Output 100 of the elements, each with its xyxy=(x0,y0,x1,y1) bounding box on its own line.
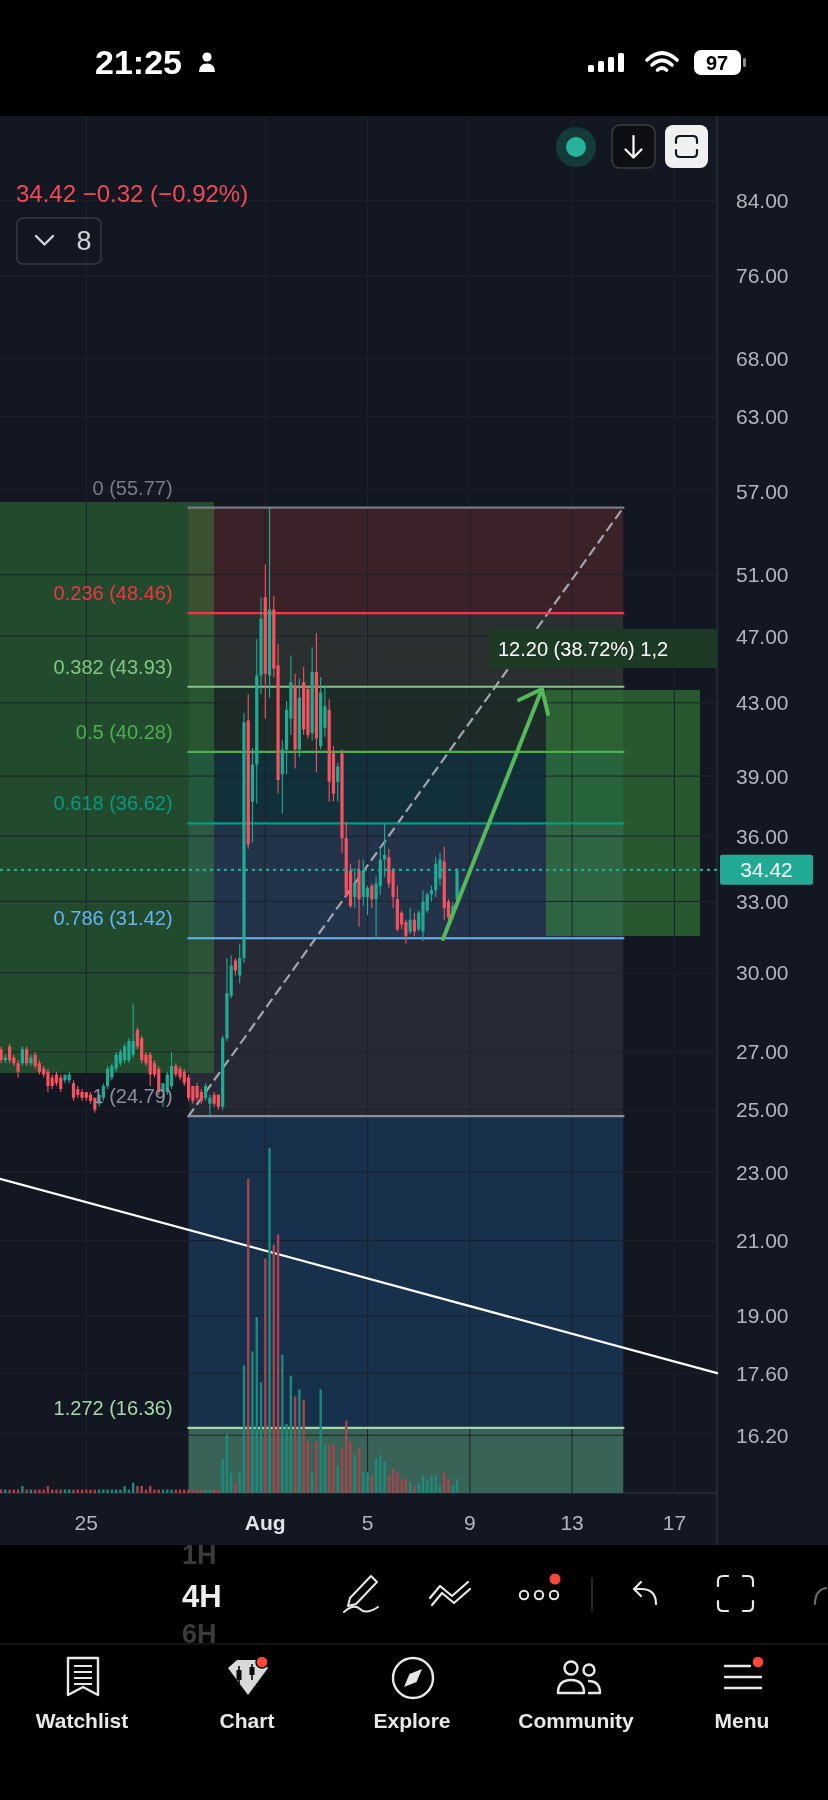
candlestick xyxy=(7,1043,12,1064)
candlestick xyxy=(63,1074,67,1084)
bar xyxy=(200,1489,203,1493)
text: Menu xyxy=(714,1708,770,1732)
ref-line-label: 34.42 xyxy=(740,858,793,882)
candlestick xyxy=(357,859,361,927)
bar xyxy=(298,1389,301,1493)
bar xyxy=(170,1489,173,1493)
bar xyxy=(268,1148,271,1493)
bar xyxy=(153,1489,156,1493)
x-tick-label: Aug xyxy=(244,1510,286,1534)
candlestick xyxy=(238,943,242,983)
x-tick-label: 17 xyxy=(662,1510,687,1534)
candlestick xyxy=(80,1089,84,1101)
y-tick-label: 21.00 xyxy=(736,1229,789,1253)
candlestick xyxy=(408,908,412,934)
candlestick xyxy=(429,885,434,902)
y-tick-label: 30.00 xyxy=(736,961,789,985)
x-tick-label: 9 xyxy=(463,1510,476,1534)
candlestick xyxy=(114,1051,118,1072)
bar xyxy=(366,1472,369,1493)
series-label: 0 (55.77) xyxy=(92,476,173,499)
bar xyxy=(234,1482,237,1493)
candlestick xyxy=(442,846,446,920)
bar xyxy=(217,1489,220,1493)
bar xyxy=(417,1482,420,1493)
candlestick xyxy=(340,749,344,853)
bar xyxy=(55,1489,58,1493)
y-tick-label: 23.00 xyxy=(736,1160,789,1184)
text: 21:25 xyxy=(95,43,182,81)
y-tick-label: 17.60 xyxy=(736,1361,789,1385)
bar xyxy=(332,1444,335,1493)
y-tick-label: 33.00 xyxy=(736,889,789,913)
bar xyxy=(187,1489,190,1493)
candlestick xyxy=(391,868,395,909)
text: 1H xyxy=(182,1540,217,1570)
y-tick-label: 84.00 xyxy=(736,188,789,212)
bar xyxy=(89,1489,92,1493)
text: Watchlist xyxy=(35,1708,129,1732)
series-label: 1.272 (16.36) xyxy=(53,1396,173,1419)
candlestick xyxy=(59,1074,63,1092)
x-tick-label: 13 xyxy=(560,1510,584,1534)
bar xyxy=(136,1486,139,1493)
candlestick xyxy=(370,883,374,909)
series-label: 0.236 (48.46) xyxy=(53,582,173,605)
bar xyxy=(204,1489,207,1493)
candlestick xyxy=(216,1094,220,1110)
candlestick xyxy=(280,740,284,814)
bar xyxy=(315,1441,318,1493)
candlestick xyxy=(336,762,340,802)
candlestick xyxy=(421,890,425,942)
annotation: 8 xyxy=(76,226,92,256)
candlestick xyxy=(225,958,229,1041)
bar xyxy=(4,1489,7,1493)
bar xyxy=(25,1489,28,1493)
candlestick xyxy=(208,1094,212,1117)
bar xyxy=(102,1489,105,1493)
annotation: 12.20 (38.72%) 1,2 xyxy=(498,638,669,660)
bar xyxy=(251,1351,254,1493)
candlestick xyxy=(148,1051,152,1087)
candlestick xyxy=(71,1080,76,1101)
text: 6H xyxy=(182,1619,217,1649)
bar xyxy=(106,1489,109,1493)
y-tick-label: 16.20 xyxy=(736,1423,789,1447)
candlestick xyxy=(0,1046,3,1064)
bar xyxy=(183,1489,186,1493)
bar xyxy=(396,1472,399,1493)
bar xyxy=(119,1489,122,1493)
series-label: 0.5 (40.28) xyxy=(75,720,173,743)
candlestick xyxy=(267,507,272,698)
annotation: 34.42 −0.32 (−0.92%) xyxy=(16,179,249,207)
bar xyxy=(349,1441,352,1493)
bar xyxy=(413,1486,416,1493)
candlestick xyxy=(293,673,297,769)
candlestick xyxy=(221,1035,225,1110)
bar xyxy=(447,1479,450,1493)
y-tick-label: 25.00 xyxy=(736,1098,789,1122)
text: Explore xyxy=(373,1708,451,1732)
candlestick xyxy=(259,597,263,695)
bar xyxy=(123,1486,126,1493)
candlestick xyxy=(46,1068,50,1092)
x-tick-label: 25 xyxy=(74,1510,98,1534)
candlestick xyxy=(195,1083,199,1101)
y-tick-label: 36.00 xyxy=(736,824,789,848)
text: 4H xyxy=(182,1578,222,1614)
text: 97 xyxy=(705,52,729,74)
y-tick-label: 19.00 xyxy=(736,1304,789,1328)
y-tick-label: 76.00 xyxy=(736,263,789,287)
y-tick-label: 68.00 xyxy=(736,347,789,371)
bar xyxy=(140,1486,143,1493)
candlestick xyxy=(319,677,323,750)
series-label: 0.382 (43.93) xyxy=(53,655,173,678)
candlestick xyxy=(314,632,319,773)
bar xyxy=(21,1486,24,1493)
text: Chart xyxy=(219,1708,275,1732)
y-tick-label: 39.00 xyxy=(736,764,789,788)
y-tick-label: 47.00 xyxy=(736,624,789,648)
candlestick xyxy=(25,1046,29,1066)
candlestick xyxy=(412,912,417,937)
candlestick xyxy=(263,564,267,719)
